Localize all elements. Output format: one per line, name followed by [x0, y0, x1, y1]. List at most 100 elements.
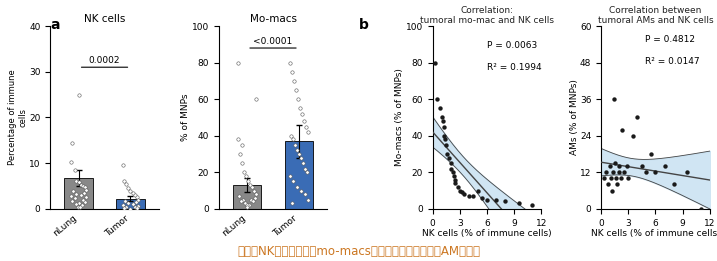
- Bar: [65, 178, 93, 209]
- Point: [298, 161, 309, 165]
- Point: [452, 185, 464, 189]
- Point: [432, 97, 443, 101]
- Point: [438, 124, 450, 129]
- Point: [236, 143, 247, 147]
- Point: [250, 196, 261, 200]
- Point: [249, 188, 260, 193]
- Point: [74, 205, 85, 210]
- Text: R² = 0.0147: R² = 0.0147: [645, 57, 699, 66]
- Point: [614, 170, 625, 174]
- Point: [75, 193, 87, 197]
- Point: [295, 156, 307, 160]
- Point: [233, 194, 244, 198]
- Point: [81, 187, 92, 192]
- Point: [612, 182, 623, 187]
- Point: [604, 164, 616, 168]
- Point: [251, 97, 262, 101]
- Point: [118, 206, 130, 210]
- Point: [295, 188, 307, 193]
- Point: [67, 140, 78, 145]
- Point: [247, 185, 258, 189]
- Point: [622, 176, 634, 180]
- Point: [621, 164, 632, 168]
- Point: [287, 179, 298, 183]
- Point: [636, 164, 647, 168]
- Point: [439, 134, 450, 138]
- Point: [81, 195, 92, 199]
- Point: [294, 106, 305, 110]
- Bar: [233, 185, 262, 209]
- Point: [303, 130, 314, 134]
- Point: [130, 200, 141, 204]
- Point: [467, 194, 479, 198]
- Point: [73, 201, 85, 205]
- Point: [289, 143, 300, 147]
- Text: P = 0.4812: P = 0.4812: [645, 35, 695, 44]
- Point: [242, 205, 253, 209]
- Point: [235, 199, 247, 204]
- Point: [448, 174, 460, 178]
- Point: [239, 201, 251, 205]
- Point: [237, 198, 249, 202]
- Point: [125, 188, 136, 193]
- Point: [67, 189, 79, 194]
- Point: [244, 183, 256, 187]
- Title: Mo-macs: Mo-macs: [250, 14, 297, 24]
- Point: [445, 167, 457, 171]
- Point: [72, 204, 83, 209]
- X-axis label: NK cells (% of immune cells): NK cells (% of immune cells): [422, 229, 552, 238]
- Point: [445, 161, 457, 165]
- Point: [500, 199, 511, 204]
- Point: [234, 152, 246, 156]
- Point: [600, 170, 612, 174]
- Point: [79, 200, 90, 204]
- Text: R² = 0.1994: R² = 0.1994: [487, 63, 541, 72]
- Point: [450, 181, 461, 185]
- Point: [440, 143, 452, 147]
- Point: [429, 61, 441, 65]
- Point: [232, 61, 244, 65]
- Point: [603, 182, 614, 187]
- Point: [300, 192, 311, 196]
- Point: [288, 79, 300, 83]
- Point: [513, 201, 524, 205]
- Point: [245, 198, 257, 202]
- Point: [481, 198, 493, 202]
- Point: [118, 179, 130, 183]
- Point: [454, 188, 465, 193]
- Point: [287, 137, 298, 141]
- Point: [251, 192, 262, 196]
- Point: [285, 134, 296, 138]
- Point: [442, 152, 453, 156]
- Point: [76, 203, 87, 207]
- Point: [298, 119, 310, 123]
- Point: [440, 137, 451, 141]
- Point: [610, 176, 622, 180]
- Point: [300, 124, 312, 129]
- Point: [614, 164, 625, 168]
- Point: [75, 183, 87, 187]
- Point: [645, 152, 657, 156]
- Y-axis label: % of MNPs: % of MNPs: [181, 94, 190, 141]
- Y-axis label: Percentage of immune
cells: Percentage of immune cells: [8, 70, 27, 165]
- Point: [247, 199, 259, 204]
- Point: [131, 195, 143, 199]
- Point: [77, 184, 88, 188]
- Point: [296, 112, 308, 116]
- Point: [681, 170, 693, 174]
- Point: [236, 161, 247, 165]
- Point: [616, 128, 627, 132]
- Point: [65, 194, 77, 198]
- Bar: [116, 199, 145, 209]
- Point: [290, 88, 302, 92]
- Point: [627, 134, 639, 138]
- Point: [300, 167, 311, 171]
- Point: [117, 203, 128, 207]
- X-axis label: NK cells (% of immune cells): NK cells (% of immune cells): [591, 229, 717, 238]
- Point: [127, 191, 138, 195]
- Point: [615, 176, 627, 180]
- Text: b: b: [358, 18, 369, 32]
- Bar: [285, 141, 313, 209]
- Title: NK cells: NK cells: [84, 14, 125, 24]
- Point: [65, 160, 77, 164]
